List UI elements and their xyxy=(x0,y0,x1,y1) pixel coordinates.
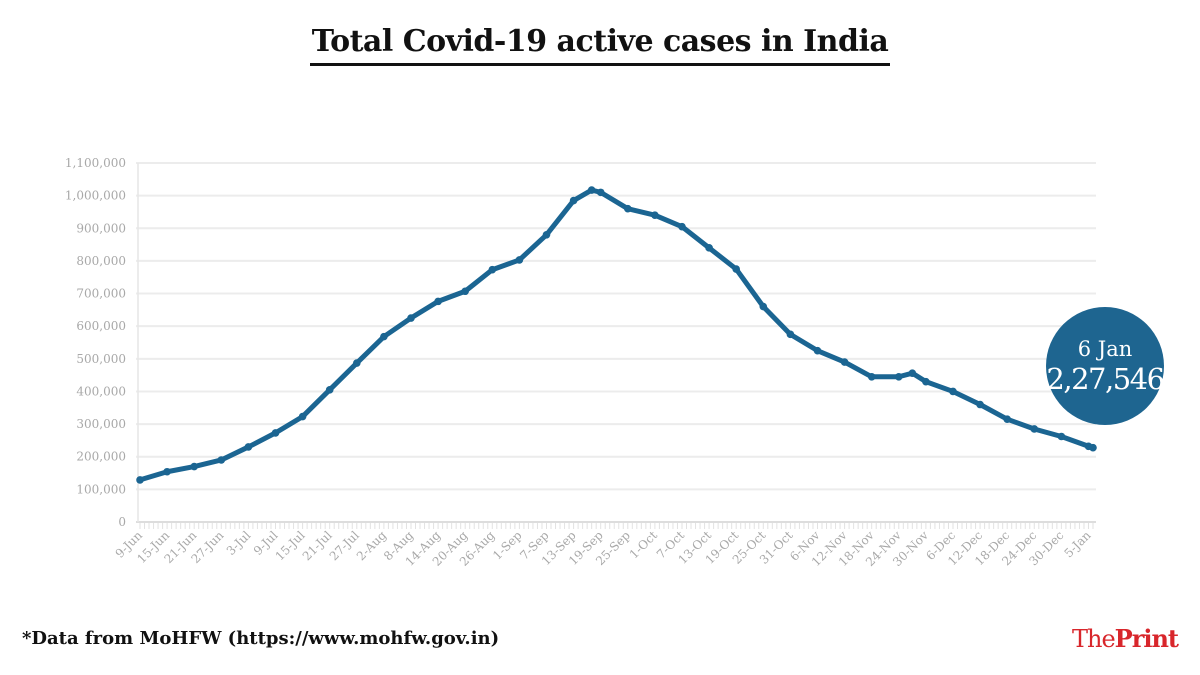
data-point xyxy=(587,186,596,194)
data-point xyxy=(434,297,442,306)
source-note: *Data from MoHFW (https://www.mohfw.gov.… xyxy=(22,628,500,649)
data-point xyxy=(136,476,144,484)
data-point xyxy=(1057,432,1066,441)
y-tick-label: 0 xyxy=(118,515,126,529)
data-point xyxy=(922,377,930,386)
data-point xyxy=(325,386,334,394)
y-tick-label: 1,000,000 xyxy=(65,189,126,203)
y-tick-label: 700,000 xyxy=(76,287,126,301)
data-point xyxy=(705,244,713,252)
data-point xyxy=(732,265,740,273)
data-point xyxy=(786,330,795,339)
x-tick-label: 21-Jul xyxy=(300,528,335,563)
data-point xyxy=(407,314,415,322)
data-point xyxy=(1089,443,1097,452)
data-point xyxy=(894,372,903,381)
chart-title: Total Covid-19 active cases in India xyxy=(0,24,1200,66)
y-tick-label: 900,000 xyxy=(76,221,126,235)
x-tick-label: 2-Aug xyxy=(354,528,389,563)
y-tick-label: 800,000 xyxy=(76,254,126,268)
y-tick-label: 500,000 xyxy=(76,352,126,366)
data-point xyxy=(1003,415,1011,423)
annotation-date: 6 Jan xyxy=(1078,337,1133,361)
data-point xyxy=(190,462,198,471)
data-point xyxy=(352,359,361,367)
data-point xyxy=(380,332,388,341)
x-tick-label: 15-Jul xyxy=(273,528,308,563)
data-point xyxy=(678,222,686,231)
data-point xyxy=(1030,425,1039,433)
data-point xyxy=(461,287,469,296)
y-tick-label: 200,000 xyxy=(76,450,126,464)
x-tick-label: 5-Jan xyxy=(1062,528,1094,560)
x-tick-label: 27-Jul xyxy=(327,528,362,563)
data-point xyxy=(298,412,307,421)
data-point xyxy=(515,256,524,264)
y-tick-label: 600,000 xyxy=(76,319,126,333)
x-tick-label: 1-Oct xyxy=(627,528,660,561)
data-point xyxy=(271,429,280,437)
data-point xyxy=(569,196,578,205)
logo-the: The xyxy=(1071,625,1116,653)
data-point xyxy=(908,369,917,377)
logo-print: Print xyxy=(1114,624,1179,653)
annotation-value: 2,27,546 xyxy=(1046,362,1163,396)
data-point xyxy=(840,358,849,366)
data-point xyxy=(949,387,957,396)
chart-title-text: Total Covid-19 active cases in India xyxy=(309,24,891,66)
annotation-bubble xyxy=(1046,307,1164,425)
data-point xyxy=(244,443,253,451)
data-point xyxy=(217,456,226,464)
data-point xyxy=(976,400,984,409)
y-tick-label: 400,000 xyxy=(76,384,126,398)
data-point xyxy=(488,265,497,274)
data-point xyxy=(651,211,659,220)
theprint-logo: ThePrint xyxy=(1071,624,1179,653)
data-point xyxy=(759,302,768,311)
series-line xyxy=(139,187,1094,483)
data-point xyxy=(813,346,822,355)
data-point xyxy=(596,188,605,197)
x-tick-label: 3-Jul xyxy=(224,528,254,558)
y-tick-label: 300,000 xyxy=(76,417,126,431)
y-tick-label: 100,000 xyxy=(76,482,126,496)
y-tick-label: 1,100,000 xyxy=(65,156,126,170)
data-point xyxy=(163,467,171,476)
data-point xyxy=(623,204,632,213)
x-tick-label: 1-Sep xyxy=(490,528,525,563)
data-point xyxy=(867,372,876,381)
data-point xyxy=(542,231,551,239)
